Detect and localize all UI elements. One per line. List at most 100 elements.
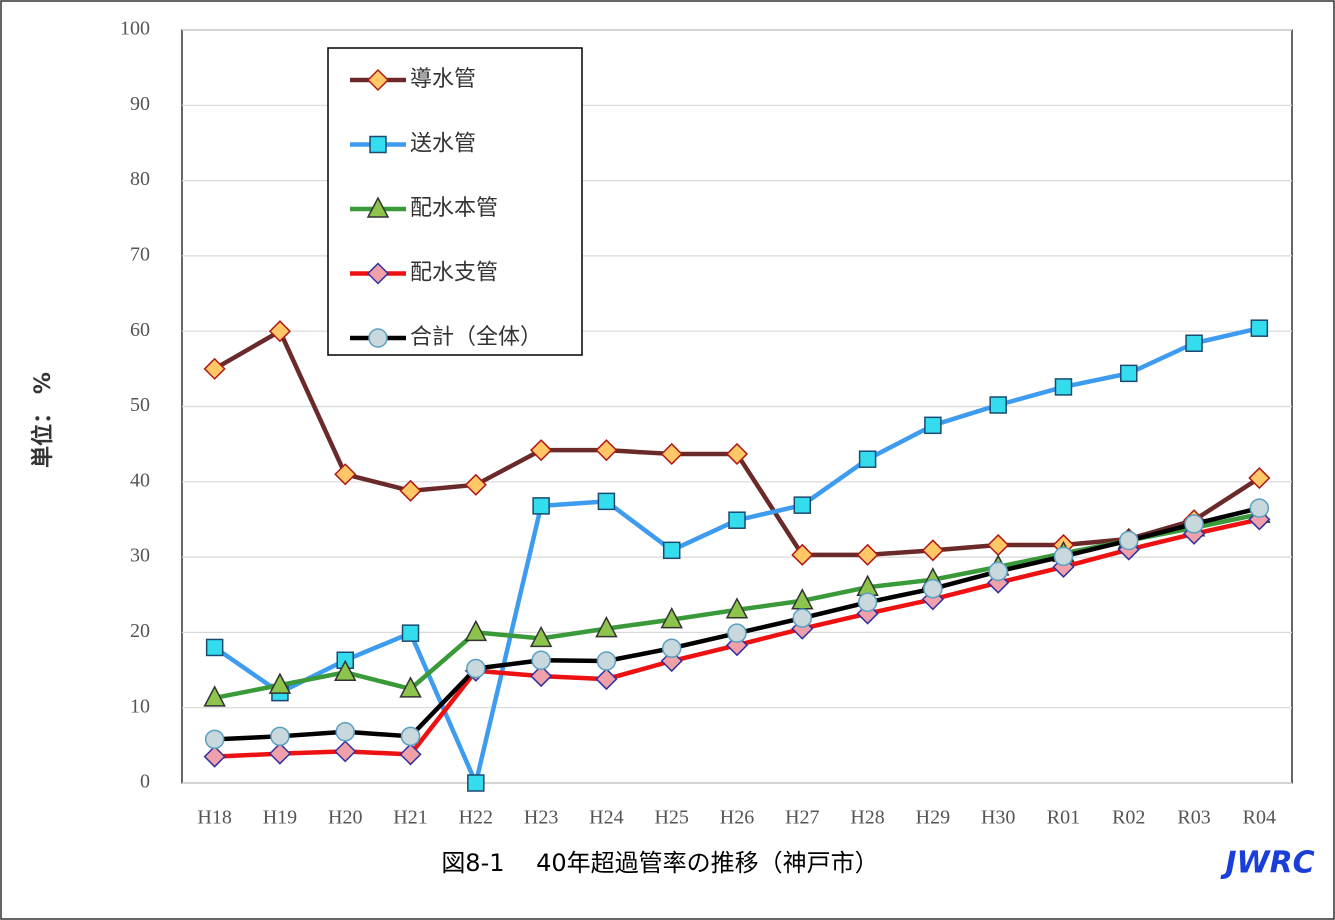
marker: [369, 135, 387, 154]
marker: [924, 416, 942, 435]
marker: [660, 606, 683, 629]
y-tick-label: 50: [130, 394, 150, 416]
marker: [858, 450, 877, 468]
x-tick-label: H27: [785, 807, 819, 829]
x-tick-label: R01: [1047, 807, 1080, 829]
x-tick-label: R02: [1112, 807, 1145, 829]
marker: [529, 625, 553, 648]
x-tick-label: H20: [328, 807, 362, 829]
marker: [727, 623, 747, 643]
marker: [1184, 514, 1204, 534]
marker: [595, 616, 618, 638]
y-tick-label: 30: [130, 545, 150, 567]
marker: [1120, 364, 1138, 383]
marker: [595, 668, 618, 691]
x-tick-label: H28: [850, 807, 884, 829]
marker: [366, 262, 390, 285]
legend-label: 送水管: [410, 132, 476, 157]
marker: [725, 442, 749, 465]
marker: [793, 496, 812, 514]
marker: [531, 650, 551, 671]
marker: [988, 561, 1008, 582]
legend-box: [327, 47, 583, 356]
x-tick-label: H21: [393, 807, 427, 829]
marker: [464, 473, 487, 496]
x-tick-label: H19: [263, 807, 297, 829]
x-tick-label: H23: [524, 807, 558, 829]
y-tick-label: 100: [120, 18, 150, 40]
y-tick-label: 0: [140, 771, 150, 793]
marker: [530, 439, 553, 462]
marker: [791, 543, 814, 566]
x-tick-label: H30: [981, 807, 1015, 829]
y-tick-label: 60: [130, 319, 150, 341]
marker: [1250, 319, 1269, 337]
marker: [728, 511, 746, 529]
marker: [597, 492, 616, 511]
marker: [268, 742, 292, 765]
marker: [792, 608, 813, 628]
marker: [366, 196, 390, 218]
marker: [203, 685, 226, 707]
marker: [333, 659, 357, 682]
marker: [366, 68, 390, 92]
legend-label: 合計（全体）: [410, 325, 542, 350]
marker: [662, 541, 681, 560]
marker: [532, 497, 550, 515]
marker: [530, 665, 553, 688]
marker: [268, 672, 292, 694]
marker: [1249, 498, 1270, 518]
chart-title: 図8-1 40年超過管率の推移（神戸市）: [441, 849, 878, 877]
marker: [268, 320, 292, 343]
marker: [856, 543, 879, 566]
marker: [1185, 334, 1203, 352]
marker: [464, 619, 488, 642]
marker: [466, 658, 486, 679]
marker: [660, 442, 683, 465]
marker: [368, 328, 388, 348]
x-tick-label: H26: [720, 807, 754, 829]
marker: [335, 722, 355, 742]
marker: [857, 592, 878, 613]
marker: [595, 439, 618, 462]
x-tick-label: H18: [197, 807, 231, 829]
marker: [923, 578, 943, 599]
marker: [725, 597, 749, 619]
marker: [270, 726, 290, 747]
y-axis-label: 単位： %: [30, 372, 56, 468]
y-tick-label: 80: [130, 168, 150, 190]
marker: [401, 624, 420, 642]
y-tick-label: 20: [130, 620, 150, 642]
marker: [1054, 378, 1073, 396]
marker: [989, 396, 1007, 414]
legend-label: 導水管: [410, 67, 476, 92]
x-tick-label: H22: [459, 807, 493, 829]
x-tick-label: H29: [916, 807, 950, 829]
x-tick-label: R04: [1243, 807, 1276, 829]
marker: [205, 638, 224, 657]
y-tick-label: 90: [130, 93, 150, 115]
marker: [400, 726, 421, 747]
marker: [921, 539, 944, 562]
marker: [1053, 546, 1074, 567]
legend-label: 配水支管: [410, 261, 498, 286]
marker: [467, 774, 485, 792]
y-tick-label: 40: [130, 469, 150, 491]
x-tick-label: H25: [654, 807, 688, 829]
marker: [661, 638, 682, 658]
legend-label: 配水本管: [410, 196, 498, 221]
marker: [334, 740, 357, 763]
y-tick-label: 10: [130, 695, 150, 717]
marker: [399, 479, 422, 502]
logo: JWRC: [1220, 846, 1314, 881]
marker: [334, 463, 357, 486]
marker: [399, 676, 422, 698]
marker: [596, 651, 617, 671]
marker: [203, 745, 226, 768]
marker: [1119, 530, 1139, 551]
y-tick-label: 70: [130, 243, 150, 265]
x-tick-label: H24: [589, 807, 623, 829]
marker: [1248, 466, 1271, 490]
x-tick-label: R03: [1177, 807, 1210, 829]
